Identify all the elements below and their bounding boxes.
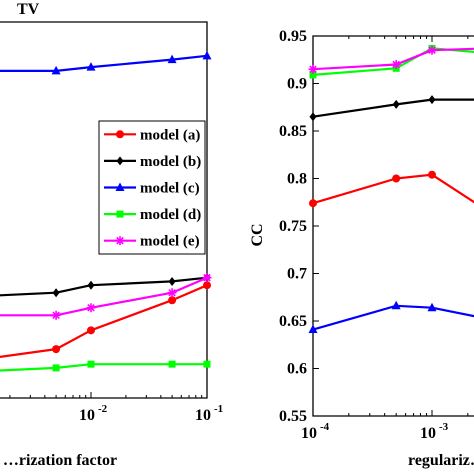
legend-label: model (e) [140, 234, 200, 250]
data-point [309, 71, 317, 79]
legend-label: model (a) [140, 127, 200, 143]
series-model-c [0, 50, 212, 75]
left-plot-title: TV [17, 1, 40, 18]
right-plot-panel: 10 -4 10 -30.550.60.650.70.750.80.850.90.95… [249, 28, 474, 469]
series-line [312, 304, 474, 331]
data-point [392, 174, 401, 183]
right-y-axis-label: CC [249, 223, 266, 246]
data-point [86, 62, 96, 71]
data-point [309, 199, 317, 208]
series-model-b [0, 273, 211, 298]
data-point [428, 95, 436, 105]
series-line [0, 363, 207, 372]
legend-label: model (c) [140, 181, 200, 197]
data-point [203, 281, 211, 290]
data-point [427, 45, 437, 55]
series-line [0, 284, 208, 359]
series-model-c [308, 300, 474, 334]
legend: model (a) model (b) model (c) model (d) mode… [98, 120, 206, 255]
y-tick-label: 0.55 [279, 408, 307, 425]
svg-text:10: 10 [420, 425, 436, 442]
legend-swatch-marker [115, 182, 125, 191]
svg-text:10: 10 [301, 425, 317, 442]
series-model-e [0, 273, 212, 320]
svg-text:-3: -3 [439, 421, 449, 433]
data-point [168, 360, 176, 368]
data-point [168, 276, 176, 286]
left-plot-panel: 10 -2 10 -1TV…rization factor [0, 1, 223, 469]
series-model-d [0, 360, 211, 372]
y-tick-label: 0.75 [279, 218, 307, 235]
legend-entry: model (c) [104, 181, 200, 197]
data-point [427, 302, 437, 312]
legend-entry: model (a) [104, 127, 200, 143]
svg-text:-4: -4 [320, 421, 330, 433]
data-point [87, 360, 95, 368]
data-point [52, 345, 61, 354]
x-tick-label: 10 -4 [301, 421, 330, 442]
legend-swatch-marker [116, 210, 124, 218]
data-point [391, 300, 401, 310]
series-line [312, 47, 474, 71]
legend-swatch-marker [116, 156, 124, 166]
x-tick-label: 10 -2 [79, 403, 108, 424]
series-line [0, 276, 208, 297]
svg-text:10: 10 [195, 407, 211, 424]
series-model-a [309, 170, 474, 208]
legend-label: model (d) [140, 207, 201, 223]
series-model-b [309, 95, 474, 122]
y-tick-label: 0.7 [287, 266, 307, 283]
legend-entry: model (d) [104, 207, 201, 223]
data-point [309, 112, 317, 122]
series-model-a [0, 281, 211, 359]
data-point [52, 288, 60, 298]
data-point [87, 326, 95, 335]
data-point [202, 273, 212, 283]
svg-text:-1: -1 [214, 403, 223, 415]
legend-final: model (a) model (b) model (c) model (d) mode… [98, 120, 206, 255]
legend-label: model (b) [140, 154, 201, 170]
axes-frame [0, 21, 208, 399]
y-tick-label: 0.8 [287, 171, 307, 188]
x-tick-label: 10 -3 [420, 421, 449, 442]
svg-text:10: 10 [79, 407, 95, 424]
right-x-axis-label: regulariz… [408, 452, 474, 469]
data-point [308, 324, 318, 334]
x-tick-label: 10 -1 [195, 403, 223, 424]
data-point [51, 310, 61, 320]
data-point [167, 54, 177, 64]
legend-swatch-marker [116, 130, 124, 139]
y-tick-label: 0.95 [279, 28, 307, 45]
data-point [86, 303, 96, 313]
series-line [312, 173, 474, 205]
data-point [167, 288, 177, 298]
data-point [428, 170, 436, 179]
data-point [203, 360, 211, 368]
axes-frame [312, 35, 474, 417]
y-tick-label: 0.85 [279, 123, 307, 140]
data-point [51, 65, 61, 75]
series-line [312, 98, 474, 118]
legend-entry: model (b) [104, 154, 201, 170]
y-tick-label: 0.9 [287, 76, 307, 93]
left-x-axis-label: …rization factor [3, 452, 117, 469]
data-point [202, 50, 212, 60]
data-point [391, 60, 401, 69]
series-line [0, 54, 208, 73]
data-point [392, 99, 400, 109]
data-point [87, 280, 95, 290]
data-point [168, 296, 177, 305]
svg-text:-2: -2 [98, 403, 108, 415]
y-tick-label: 0.6 [287, 361, 307, 378]
data-point [52, 364, 60, 372]
series-model-e [308, 45, 474, 74]
legend-swatch-marker [115, 236, 125, 246]
legend-entry: model (e) [104, 234, 200, 250]
data-point [308, 64, 318, 74]
y-tick-label: 0.65 [279, 313, 307, 330]
